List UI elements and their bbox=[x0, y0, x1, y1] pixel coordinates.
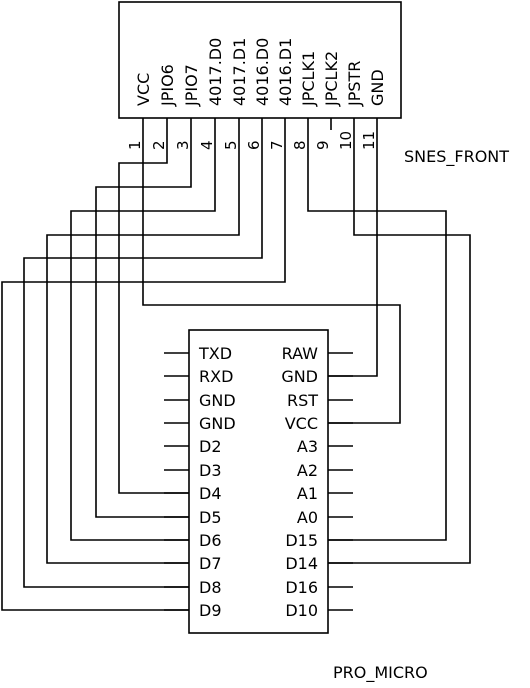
pin-label-left-d8-11: D8 bbox=[199, 578, 222, 597]
pin-label-left-rxd-2: RXD bbox=[199, 367, 233, 386]
wire-gnd-to-gnd bbox=[328, 118, 378, 377]
snes-front-name: SNES_FRONT bbox=[404, 147, 509, 167]
pro-micro-left-pins: TXD RXD GND GND D2 D3 D4 D5 D6 D7 D8 D9 bbox=[164, 344, 236, 620]
snes-pin-number-1: 1 bbox=[126, 140, 144, 150]
pin-label-right-raw-1: RAW bbox=[282, 344, 319, 363]
snes-pin-label-jpio7: JPIO7 bbox=[182, 64, 201, 107]
snes-pin-number-2: 2 bbox=[150, 140, 168, 150]
pin-label-left-d2-5: D2 bbox=[199, 437, 222, 456]
pro-micro-name: PRO_MICRO bbox=[333, 663, 428, 683]
snes-pin-label-4016-d0: 4016.D0 bbox=[253, 38, 272, 106]
pin-label-left-d6-9: D6 bbox=[199, 531, 222, 550]
snes-pin-label-vcc: VCC bbox=[134, 73, 153, 106]
wire-jpio7-to-d5 bbox=[95, 118, 192, 518]
snes-pin-label-jpclk2: JPCLK2 bbox=[322, 51, 341, 107]
snes-connector-body bbox=[118, 1, 402, 119]
pin-label-right-d15-9: D15 bbox=[285, 531, 318, 550]
pin-label-right-d10-12: D10 bbox=[285, 601, 318, 620]
snes-pin-number-11: 11 bbox=[360, 131, 378, 150]
snes-pin-number-7: 7 bbox=[268, 140, 286, 150]
wire-4016d0-to-d8 bbox=[23, 118, 263, 588]
snes-pin-number-10: 10 bbox=[337, 131, 355, 150]
snes-pin-number-4: 4 bbox=[198, 140, 216, 150]
pro-micro-board: TXD RXD GND GND D2 D3 D4 D5 D6 D7 D8 D9 RAW GND RST VC… bbox=[164, 329, 428, 683]
pin-label-left-d7-10: D7 bbox=[199, 554, 222, 573]
pin-label-right-rst-3: RST bbox=[287, 391, 318, 410]
snes-front-connector: VCC JPIO6 JPIO7 4017.D0 4017.D1 4016.D0 4016.D… bbox=[118, 1, 509, 167]
snes-pin-number-6: 6 bbox=[245, 140, 263, 150]
pin-label-right-vcc-4: VCC bbox=[285, 414, 318, 433]
pin-label-left-txd-1: TXD bbox=[198, 344, 232, 363]
pin-label-right-a1-7: A1 bbox=[297, 484, 318, 503]
pin-label-right-a0-8: A0 bbox=[297, 508, 318, 527]
snes-pin-label-4016-d1: 4016.D1 bbox=[276, 38, 295, 106]
snes-pin-numbers: 1 2 3 4 5 6 7 8 9 10 11 bbox=[126, 131, 378, 150]
pin-label-right-d14-10: D14 bbox=[285, 554, 318, 573]
wire-4016d1-to-d9 bbox=[1, 118, 286, 611]
snes-pin-label-jpstr: JPSTR bbox=[345, 61, 364, 107]
wire-jpstr-to-d16 bbox=[328, 118, 471, 564]
pin-label-left-d4-7: D4 bbox=[199, 484, 222, 503]
pin-label-left-d9-12: D9 bbox=[199, 601, 222, 620]
pro-micro-body bbox=[188, 329, 329, 634]
snes-pin-number-8: 8 bbox=[291, 140, 309, 150]
pin-label-left-d3-6: D3 bbox=[199, 461, 222, 480]
snes-pin-number-5: 5 bbox=[222, 140, 240, 150]
wire-jpclk1-to-d14 bbox=[307, 118, 447, 541]
pin-label-right-a2-6: A2 bbox=[297, 461, 318, 480]
wire-jpio6-to-d4 bbox=[118, 118, 189, 494]
snes-pin-label-gnd: GND bbox=[368, 69, 387, 106]
pin-label-left-gnd-3: GND bbox=[199, 391, 236, 410]
snes-pin-number-3: 3 bbox=[174, 140, 192, 150]
wire-4017d0-to-d6 bbox=[70, 118, 216, 541]
snes-pin-number-9: 9 bbox=[314, 140, 332, 150]
snes-pin-label-4017-d1: 4017.D1 bbox=[230, 38, 249, 106]
pin-label-left-d5-8: D5 bbox=[199, 508, 222, 527]
wire-4017d1-to-d7 bbox=[46, 118, 240, 564]
pin-label-right-a3-5: A3 bbox=[297, 437, 318, 456]
snes-pin-labels: VCC JPIO6 JPIO7 4017.D0 4017.D1 4016.D0 4016.D… bbox=[134, 38, 387, 107]
snes-pin-label-jpclk1: JPCLK1 bbox=[299, 51, 318, 107]
pin-label-left-gnd-4: GND bbox=[199, 414, 236, 433]
wires bbox=[1, 118, 471, 611]
pin-label-right-gnd-2: GND bbox=[281, 367, 318, 386]
pro-micro-right-pins: RAW GND RST VCC A3 A2 A1 A0 D15 D14 D16 D10 bbox=[281, 344, 353, 620]
wire-vcc-to-vcc bbox=[142, 118, 401, 424]
snes-pin-label-4017-d0: 4017.D0 bbox=[206, 38, 225, 106]
snes-pin-label-jpio6: JPIO6 bbox=[158, 64, 177, 107]
pin-label-right-d16-11: D16 bbox=[285, 578, 318, 597]
